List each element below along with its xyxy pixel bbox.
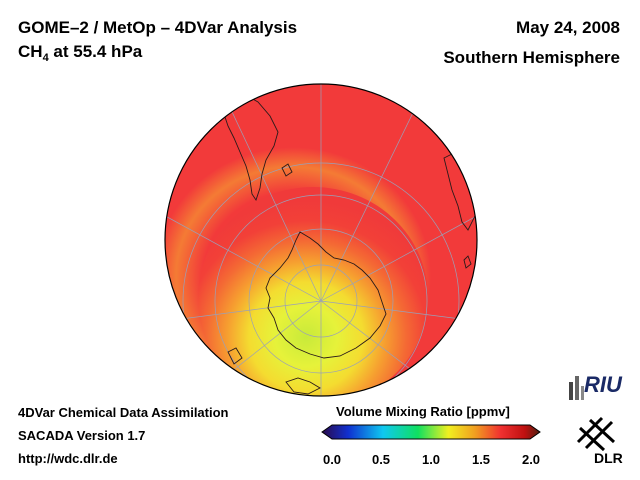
species-level-label: CH4 at 55.4 hPa <box>18 42 143 64</box>
colorbar-tick: 0.0 <box>322 452 342 467</box>
footer-line-2: SACADA Version 1.7 <box>18 428 146 443</box>
riu-logo: RIU <box>566 372 630 402</box>
south-america-coast <box>219 93 279 202</box>
footer-line-1: 4DVar Chemical Data Assimilation <box>18 405 229 420</box>
globe-outline <box>164 83 478 397</box>
colorbar-gradient <box>321 424 541 440</box>
dlr-logo: DLR <box>564 412 630 472</box>
region-label: Southern Hemisphere <box>443 48 620 67</box>
colorbar <box>321 424 541 440</box>
riu-tower-icon <box>569 376 584 400</box>
colorbar-tick: 1.0 <box>421 452 441 467</box>
riu-logo-text: RIU <box>584 372 622 397</box>
map-title: GOME–2 / MetOp – 4DVar Analysis <box>18 18 298 37</box>
new-zealand-coast <box>227 347 243 365</box>
footer-url[interactable]: http://wdc.dlr.de <box>18 451 118 466</box>
field-vortex <box>198 187 428 396</box>
globe-map <box>164 83 478 397</box>
dlr-logo-text: DLR <box>594 450 623 466</box>
islands-coast <box>281 163 472 269</box>
colorbar-title: Volume Mixing Ratio [ppmv] <box>336 404 510 419</box>
colorbar-tick: 2.0 <box>521 452 541 467</box>
australia-coast <box>285 377 321 395</box>
date-label: May 24, 2008 <box>516 18 620 37</box>
colorbar-tick: 1.5 <box>471 452 491 467</box>
dlr-emblem-icon <box>576 416 616 452</box>
colorbar-tick: 0.5 <box>371 452 391 467</box>
antarctica-coast <box>265 231 387 359</box>
